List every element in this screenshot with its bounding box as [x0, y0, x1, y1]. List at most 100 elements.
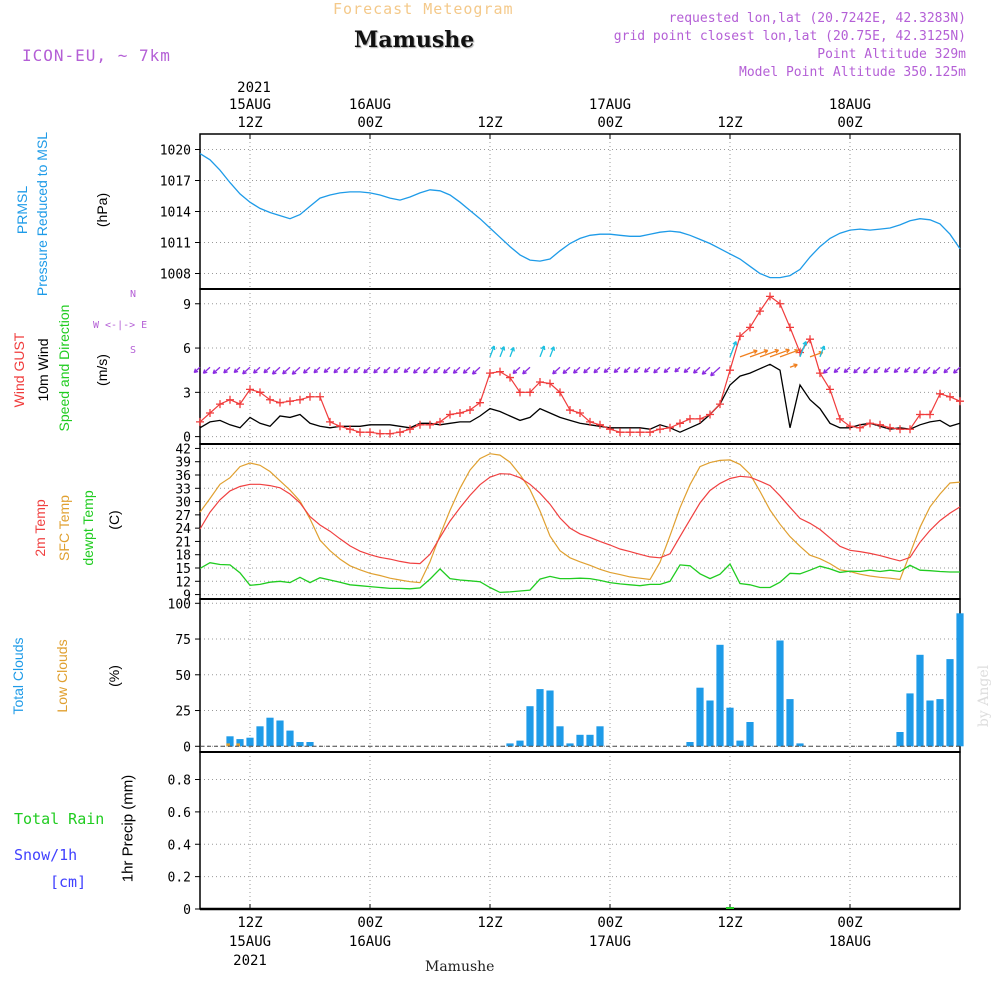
- wind-direction-arrow: [903, 366, 911, 373]
- top-date-label: 17AUG: [589, 97, 631, 113]
- gust-marker: [436, 417, 444, 426]
- wind-direction-arrow: [452, 366, 461, 374]
- gust-marker: [386, 429, 394, 438]
- gust-marker: [846, 422, 854, 431]
- total-clouds-bar: [226, 736, 234, 747]
- bottom-date-label: 18AUG: [829, 934, 871, 950]
- top-time-label: 12Z: [477, 115, 502, 131]
- y-tick-label: 0.4: [168, 838, 192, 853]
- gust-marker: [466, 406, 474, 415]
- wind-direction-arrow: [833, 366, 841, 374]
- gust-marker: [346, 425, 354, 434]
- gust-marker: [706, 410, 714, 419]
- gust-marker: [306, 392, 314, 401]
- wind-direction-arrow: [623, 366, 631, 374]
- wind-direction-arrow: [282, 366, 291, 375]
- top-time-label: 12Z: [237, 115, 262, 131]
- wind-direction-arrow: [883, 366, 891, 373]
- gust-marker: [206, 409, 214, 417]
- bottom-time-label: 12Z: [717, 915, 742, 931]
- wind-speed-line: [199, 363, 961, 433]
- top-date-label: 18AUG: [829, 97, 871, 113]
- sfc-temp-line: [199, 453, 961, 584]
- y-tick-label: 9: [183, 589, 191, 604]
- wind-direction-arrow: [363, 366, 371, 374]
- gust-marker: [396, 428, 404, 437]
- y-tick-label: 1020: [160, 144, 191, 159]
- total-clouds-bar: [926, 700, 934, 747]
- wind-direction-arrow: [271, 366, 281, 375]
- total-clouds-bar: [736, 740, 744, 747]
- total-clouds-bar: [296, 742, 304, 747]
- total-clouds-bar: [256, 726, 264, 747]
- wind-direction-arrow: [613, 366, 621, 374]
- gust-marker: [556, 388, 564, 397]
- wind-direction-arrow: [233, 366, 241, 374]
- wind-direction-arrow: [302, 366, 311, 374]
- gust-marker: [906, 425, 914, 434]
- panel-frame: [199, 751, 961, 910]
- total-clouds-bar: [536, 689, 544, 747]
- rain-bar: [726, 907, 734, 909]
- wind-direction-arrow: [471, 366, 481, 375]
- wind-direction-arrow: [462, 366, 471, 374]
- wind-direction-arrow: [583, 366, 591, 374]
- header-top-label: Forecast Meteogram: [333, 0, 514, 18]
- total-clouds-bar: [236, 739, 244, 747]
- total-clouds-bar: [896, 732, 904, 747]
- y-tick-label: 0.8: [168, 774, 191, 789]
- model-altitude: Model Point Altitude 350.125m: [739, 65, 966, 80]
- wind-direction-arrow: [749, 349, 769, 358]
- y-tick-label: 42: [175, 442, 191, 457]
- y-tick-label: 21: [175, 535, 191, 550]
- gust-marker: [946, 392, 954, 401]
- gust-marker: [936, 389, 944, 398]
- wind-direction-arrow: [692, 366, 701, 374]
- bottom-time-label: 12Z: [477, 915, 502, 931]
- y-tick-label: 1011: [160, 237, 191, 252]
- wind-direction-arrow: [549, 346, 556, 358]
- bottom-time-label: 00Z: [357, 915, 382, 931]
- compass-s: S: [130, 345, 137, 356]
- gust-marker: [876, 420, 884, 429]
- wind-direction-arrow: [759, 348, 780, 358]
- y-tick-label: 0.6: [168, 806, 191, 821]
- top-time-label: 12Z: [717, 115, 742, 131]
- bottom-time-label: 12Z: [237, 915, 262, 931]
- gust-marker: [716, 400, 724, 409]
- gust-marker: [356, 428, 364, 437]
- gust-marker: [896, 425, 904, 434]
- gust-marker: [956, 397, 964, 406]
- wind-direction-arrow: [799, 341, 808, 358]
- gust-marker: [676, 419, 684, 428]
- total-clouds-bar: [596, 726, 604, 747]
- wind-direction-arrow: [769, 348, 790, 358]
- gust-marker: [856, 423, 864, 432]
- footer-title: Mamushe: [425, 959, 495, 975]
- total-clouds-bar: [786, 699, 794, 747]
- wind-direction-arrow: [393, 366, 401, 374]
- wind-direction-arrow: [572, 366, 581, 374]
- gust-marker: [786, 323, 794, 332]
- total-clouds-bar: [516, 740, 524, 747]
- gust-marker: [646, 428, 654, 437]
- total-clouds-bar: [716, 644, 724, 747]
- total-clouds-bar: [906, 693, 914, 747]
- panel-frame: [199, 288, 961, 445]
- wind-direction-arrow: [193, 366, 201, 374]
- p5-label-rain: Total Rain: [14, 810, 105, 828]
- gust-marker: [696, 414, 704, 423]
- wind-direction-arrow: [819, 345, 826, 358]
- wind-direction-arrow: [512, 366, 521, 375]
- wind-direction-arrow: [202, 366, 211, 374]
- gust-marker: [426, 420, 434, 429]
- total-clouds-bar: [556, 726, 564, 747]
- y-tick-label: 3: [183, 386, 191, 401]
- y-tick-label: 0: [183, 740, 191, 755]
- gust-marker: [756, 307, 764, 316]
- wind-direction-arrow: [893, 366, 901, 374]
- gust-marker: [726, 366, 734, 375]
- p5-label-snow: Snow/1h: [14, 846, 78, 864]
- gust-marker: [546, 379, 554, 388]
- total-clouds-bar: [796, 743, 804, 747]
